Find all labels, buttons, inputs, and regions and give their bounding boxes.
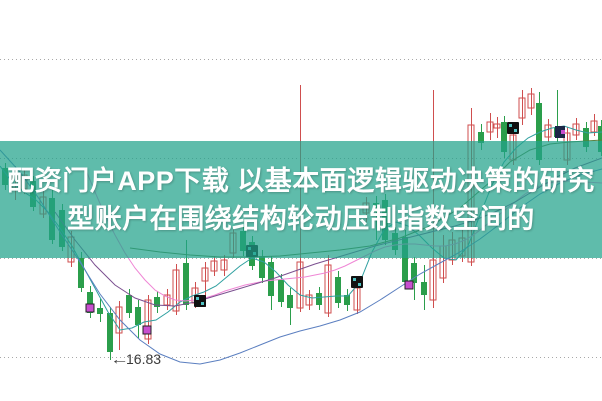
watermark-overlay-band: 配资门户APP下载 以基本面逻辑驱动决策的研究 型账户在围绕结构轮动压制指数空间… — [0, 141, 602, 258]
marker-teal-dot — [196, 297, 199, 300]
candle-body-down — [411, 263, 417, 283]
candle-body-down — [126, 295, 132, 313]
candle-body-down — [278, 280, 284, 302]
magenta-signal-marker — [85, 303, 95, 313]
magenta-signal-marker — [142, 325, 152, 335]
candle-body-down — [344, 295, 350, 305]
magenta-signal-marker — [404, 280, 414, 290]
candle-body-down — [135, 307, 141, 325]
navy-signal-marker — [555, 126, 565, 138]
candle-body-down — [598, 126, 602, 152]
candle-body-up — [201, 267, 209, 282]
marker-teal-dot — [353, 278, 356, 281]
candle-body-up — [493, 123, 501, 129]
candle-body-down — [287, 295, 293, 308]
marker-magenta-dot — [561, 130, 565, 134]
candle-body-up — [527, 93, 535, 109]
candle-body-up — [429, 259, 437, 301]
candle-body-down — [259, 256, 265, 278]
candle-body-up — [590, 120, 598, 133]
candle-body-up — [296, 261, 304, 309]
candle-body-down — [87, 292, 93, 313]
candle-body-down — [78, 258, 84, 288]
black-signal-marker — [194, 295, 206, 307]
marker-teal-dot — [514, 129, 517, 132]
candle-body-up — [115, 306, 123, 334]
price-annotation: ←16.83 — [110, 351, 161, 367]
candle-body-up — [544, 124, 552, 138]
candle-body-down — [501, 122, 507, 152]
overlay-text-line-2: 型账户在围绕结构轮动压制指数空间的 — [67, 204, 535, 234]
candle-body-down — [335, 277, 341, 303]
candle-body-up — [144, 299, 152, 340]
candle-body-up — [518, 97, 526, 119]
candle-body-up — [172, 269, 180, 312]
marker-teal-dot — [201, 302, 204, 305]
candle-body-down — [536, 103, 542, 160]
overlay-text-line-1: 配资门户APP下载 以基本面逻辑驱动决策的研究 — [7, 166, 595, 196]
left-arrow-icon: ← — [110, 351, 129, 367]
candle-body-down — [402, 237, 408, 282]
candle-body-down — [154, 297, 160, 307]
marker-teal-dot — [358, 283, 361, 286]
candle-body-down — [316, 293, 322, 305]
candle-body-up — [220, 259, 228, 271]
candle-body-down — [97, 308, 103, 314]
candle-body-up — [305, 294, 313, 306]
candle-body-down — [107, 313, 113, 352]
candle-body-up — [486, 121, 494, 133]
black-signal-marker — [507, 122, 519, 134]
candle-body-up — [210, 260, 218, 272]
candle-body-up — [353, 287, 361, 311]
candle-body-up — [163, 294, 171, 306]
candle-body-down — [583, 128, 589, 147]
black-signal-marker — [351, 276, 363, 288]
candle-body-down — [421, 282, 427, 295]
candle-body-down — [478, 132, 484, 143]
candle-body-down — [183, 263, 189, 305]
price-annotation-label: 16.83 — [126, 351, 162, 367]
candle-body-up — [324, 264, 332, 314]
marker-teal-dot — [509, 124, 512, 127]
